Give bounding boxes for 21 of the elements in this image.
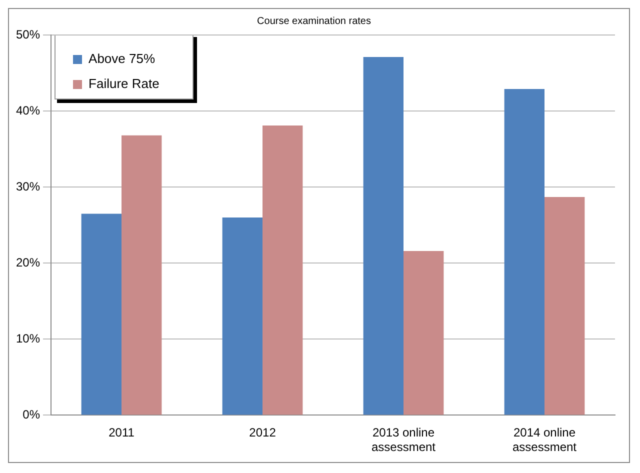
bar bbox=[122, 135, 162, 415]
x-tick-label: 2011 bbox=[108, 426, 135, 440]
bar bbox=[363, 57, 404, 415]
x-tick-label: 2014 online assessment bbox=[512, 426, 578, 454]
x-tick-label: 2012 bbox=[249, 426, 276, 440]
x-tick-label: 2013 online assessment bbox=[371, 426, 436, 454]
bar bbox=[544, 196, 585, 415]
bar bbox=[504, 88, 544, 415]
y-tick-label: 30% bbox=[16, 179, 40, 194]
y-tick-label: 50% bbox=[16, 27, 40, 42]
bar bbox=[262, 125, 303, 415]
chart-title: Course examination rates bbox=[257, 16, 371, 27]
y-tick-label: 20% bbox=[16, 255, 40, 270]
bar bbox=[222, 217, 263, 415]
bar bbox=[81, 214, 122, 415]
legend-label: Failure Rate bbox=[88, 76, 160, 92]
y-tick-label: 0% bbox=[22, 408, 40, 422]
y-tick-label: 40% bbox=[16, 103, 40, 118]
y-tick-label: 10% bbox=[16, 331, 40, 346]
legend-label: Above 75% bbox=[88, 51, 156, 66]
bar bbox=[404, 250, 444, 415]
